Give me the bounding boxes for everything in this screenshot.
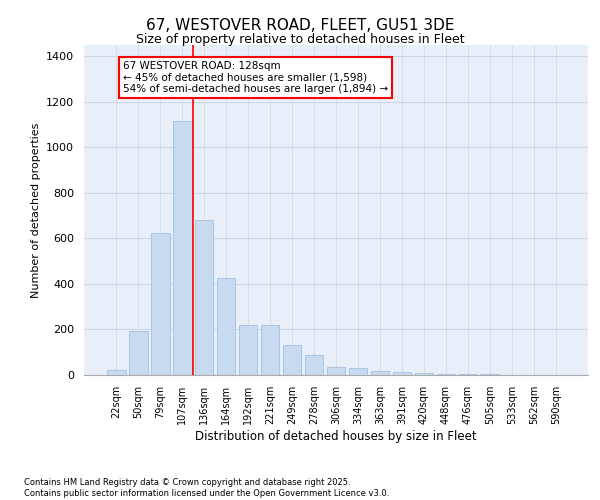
Bar <box>129 330 148 375</box>
Bar <box>481 374 499 375</box>
Bar <box>173 121 191 375</box>
Bar <box>151 233 170 375</box>
Text: Size of property relative to detached houses in Fleet: Size of property relative to detached ho… <box>136 32 464 46</box>
Bar <box>195 220 214 375</box>
Bar <box>415 373 433 375</box>
Bar <box>107 370 125 375</box>
Bar <box>437 374 455 375</box>
Bar <box>371 371 389 375</box>
Text: Contains HM Land Registry data © Crown copyright and database right 2025.
Contai: Contains HM Land Registry data © Crown c… <box>24 478 389 498</box>
Y-axis label: Number of detached properties: Number of detached properties <box>31 122 41 298</box>
Bar <box>458 374 477 375</box>
Bar <box>261 325 280 375</box>
Bar <box>392 372 411 375</box>
Bar <box>349 368 367 375</box>
Bar <box>305 354 323 375</box>
Bar <box>326 367 346 375</box>
Text: 67, WESTOVER ROAD, FLEET, GU51 3DE: 67, WESTOVER ROAD, FLEET, GU51 3DE <box>146 18 454 32</box>
Bar <box>239 325 257 375</box>
Bar <box>217 278 235 375</box>
X-axis label: Distribution of detached houses by size in Fleet: Distribution of detached houses by size … <box>195 430 477 442</box>
Text: 67 WESTOVER ROAD: 128sqm
← 45% of detached houses are smaller (1,598)
54% of sem: 67 WESTOVER ROAD: 128sqm ← 45% of detach… <box>123 61 388 94</box>
Bar <box>283 346 301 375</box>
